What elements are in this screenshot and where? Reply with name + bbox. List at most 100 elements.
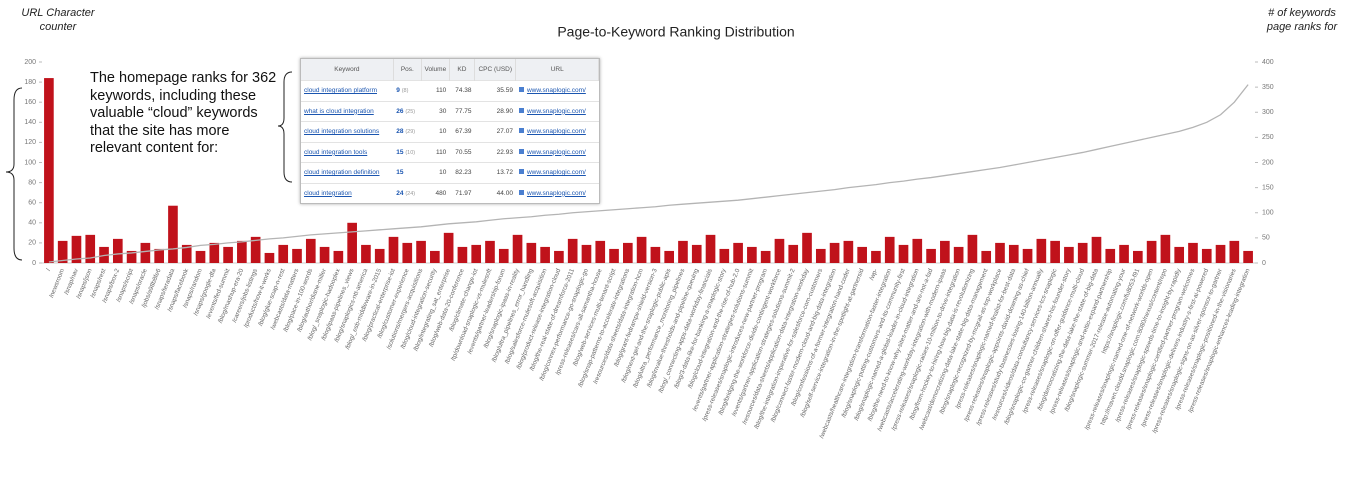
- bar: [953, 246, 964, 263]
- position: 15: [396, 148, 404, 156]
- position-cell: 24 (24): [393, 182, 422, 203]
- annotation: The homepage ranks for 362 keywords, inc…: [90, 70, 277, 156]
- url-cell: www.snaplogic.com/: [515, 80, 599, 101]
- keyword-cell: cloud integration solutions: [301, 121, 394, 142]
- y-tick-label: 40: [28, 220, 36, 227]
- y2-tick-label: 200: [1262, 159, 1274, 166]
- position: 28: [396, 128, 404, 136]
- bar: [1077, 242, 1088, 263]
- bar: [209, 242, 220, 263]
- bar: [264, 252, 275, 263]
- kd-cell: 82.23: [449, 162, 475, 183]
- previous-position: (8): [401, 88, 409, 95]
- bar: [278, 244, 289, 263]
- volume-cell: 10: [421, 162, 450, 183]
- bar: [540, 246, 550, 263]
- column-header: Volume: [421, 59, 450, 81]
- cpc-cell: 28.90: [474, 100, 516, 122]
- bar: [292, 248, 302, 263]
- bar: [526, 242, 537, 263]
- cpc-cell: 13.72: [474, 162, 516, 183]
- line: [48, 84, 1249, 263]
- y2-tick-label: 150: [1262, 184, 1274, 191]
- bar: [1105, 248, 1116, 263]
- keyword-table: Keyword Pos. Volume KD CPC (USD) URL cloud int…: [300, 58, 600, 204]
- column-header: Pos.: [393, 59, 422, 81]
- volume-cell: 480: [421, 182, 450, 203]
- y2-tick-label: 50: [1262, 235, 1270, 242]
- bar: [361, 244, 371, 263]
- table-row: cloud integration definition 15 10 82.23 13.…: [301, 162, 599, 183]
- previous-position: (10): [405, 149, 416, 156]
- url: www.snaplogic.com/: [526, 169, 586, 177]
- bar: [995, 242, 1005, 263]
- bar: [871, 250, 881, 263]
- bar: [595, 240, 606, 263]
- position-cell: 9 (8): [393, 80, 422, 101]
- column-header: URL: [515, 59, 599, 81]
- y2-tick-label: 300: [1262, 109, 1274, 116]
- column-header: CPC (USD): [474, 59, 517, 81]
- bar: [126, 250, 137, 263]
- previous-position: (25): [405, 108, 416, 115]
- bar: [498, 248, 509, 263]
- bar: [1133, 250, 1143, 263]
- y-tick-label: 80: [28, 179, 36, 186]
- bracket: [277, 71, 293, 183]
- table-row: cloud integration tools 15 (10) 110 70.55 22…: [301, 141, 599, 163]
- table: Keyword Pos. Volume KD CPC (USD) URL cloud int…: [301, 59, 599, 203]
- bracket: [5, 87, 23, 261]
- bar: [1229, 240, 1240, 263]
- x-tick-label: /: [45, 268, 52, 272]
- bar: [1091, 236, 1102, 263]
- kd-cell: 70.55: [449, 141, 475, 163]
- bar: [333, 250, 344, 263]
- bar: [237, 240, 247, 263]
- keyword-cell: cloud integration: [301, 182, 394, 203]
- bar: [1201, 248, 1212, 263]
- position-cell: 15: [393, 162, 422, 183]
- bar: [1022, 248, 1033, 263]
- y2-tick-label: 350: [1262, 84, 1274, 91]
- link-icon: [518, 87, 524, 93]
- bar: [402, 242, 413, 263]
- position: 24: [396, 189, 404, 197]
- volume-cell: 10: [421, 121, 450, 142]
- y2-tick-label: 100: [1262, 210, 1274, 217]
- bar: [85, 234, 96, 263]
- bar: [1064, 246, 1074, 263]
- bar: [347, 222, 357, 263]
- bar: [636, 236, 647, 263]
- url-cell: www.snaplogic.com/: [515, 100, 599, 122]
- bar: [940, 240, 950, 263]
- keyword-cell: cloud integration definition: [301, 162, 394, 183]
- y2-axis-label: page ranks for: [1266, 21, 1339, 33]
- bar: [609, 248, 619, 263]
- bar: [1146, 240, 1157, 263]
- bar: [1174, 246, 1185, 263]
- bar: [195, 250, 206, 263]
- kd-cell: 74.38: [449, 80, 475, 101]
- position: 15: [396, 169, 404, 177]
- bar: [719, 248, 730, 263]
- bar: [788, 244, 799, 263]
- volume-cell: 110: [421, 141, 450, 163]
- bar: [168, 205, 178, 263]
- bar: [471, 244, 482, 263]
- cpc-cell: 35.59: [474, 80, 516, 101]
- kd-cell: 71.97: [449, 182, 475, 203]
- cpc-cell: 22.93: [474, 141, 516, 163]
- bar: [678, 240, 688, 263]
- cpc-cell: 44.00: [474, 182, 516, 203]
- bar: [912, 238, 923, 263]
- bar: [416, 240, 426, 263]
- bar: [926, 248, 936, 263]
- bar: [1008, 244, 1019, 263]
- bar: [250, 236, 261, 263]
- y-axis-label: URL Character: [21, 7, 95, 19]
- table-row: what is cloud integration 26 (25) 30 77.75 2…: [301, 100, 599, 122]
- link-icon: [518, 107, 524, 113]
- bar: [664, 250, 675, 263]
